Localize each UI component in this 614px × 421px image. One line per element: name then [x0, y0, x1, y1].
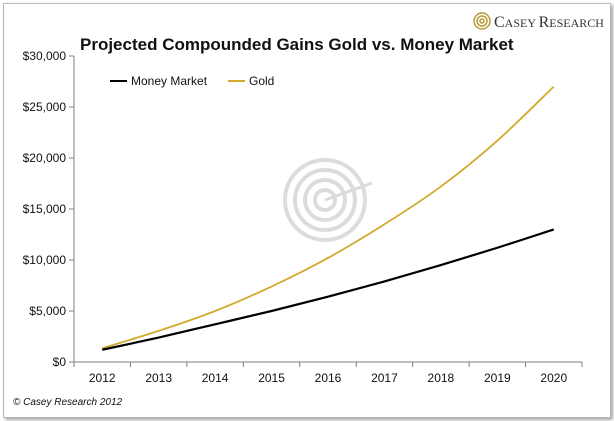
- series-layer: [101, 85, 555, 351]
- watermark-target-icon: [283, 158, 373, 242]
- x-tick-label: 2015: [258, 371, 285, 385]
- series-line-money-market: [101, 228, 555, 351]
- y-tick-label: $20,000: [23, 151, 67, 165]
- x-tick-label: 2019: [484, 371, 511, 385]
- x-tick-label: 2020: [540, 371, 567, 385]
- brand-name: CASEY RESEARCH: [494, 14, 604, 31]
- x-tick-label: 2012: [89, 371, 116, 385]
- y-tick-label: $10,000: [23, 253, 67, 267]
- y-tick-label: $5,000: [29, 304, 66, 318]
- y-tick-label: $25,000: [23, 100, 67, 114]
- casey-research-logo: CASEY RESEARCH: [473, 12, 604, 31]
- y-tick-label: $0: [53, 355, 67, 369]
- brand-target-icon: [473, 12, 491, 30]
- chart-title: Projected Compounded Gains Gold vs. Mone…: [80, 35, 514, 54]
- x-tick-label: 2018: [428, 371, 455, 385]
- x-tick-label: 2013: [145, 371, 172, 385]
- x-tick-label: 2016: [315, 371, 342, 385]
- legend-label-gold: Gold: [249, 74, 274, 88]
- copyright-text: © Casey Research 2012: [13, 397, 123, 408]
- x-tick-label: 2017: [371, 371, 398, 385]
- legend: Money Market Gold: [110, 74, 274, 88]
- legend-label-money-market: Money Market: [131, 74, 208, 88]
- y-tick-label: $15,000: [23, 202, 67, 216]
- y-tick-label: $30,000: [23, 49, 67, 63]
- series-line-gold: [101, 85, 555, 350]
- axes: $0 $5,000 $10,000 $15,000 $20,000 $25,000 $30,…: [23, 49, 583, 385]
- x-tick-label: 2014: [202, 371, 229, 385]
